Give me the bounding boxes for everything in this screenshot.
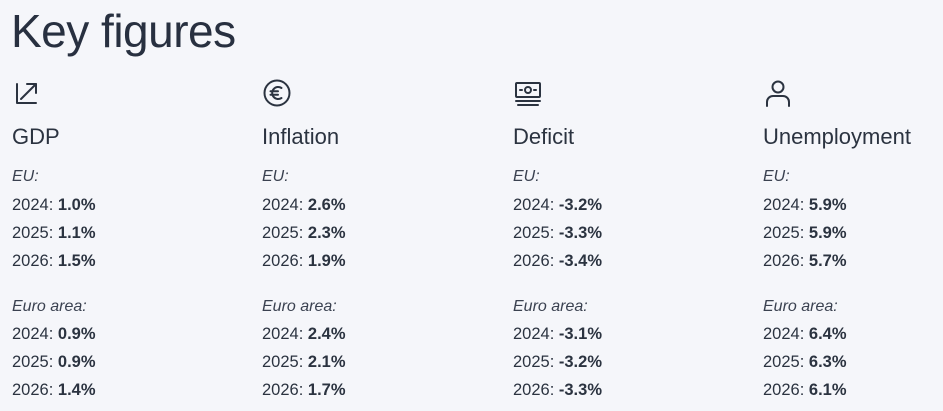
figure-label: GDP — [12, 124, 60, 149]
page-title: Key figures — [11, 5, 236, 57]
banknote-icon — [513, 78, 543, 108]
eu-row-2026: 2026: 1.9% — [262, 252, 346, 270]
eu-row-2024: 2024: 5.9% — [763, 196, 847, 214]
ea-row-2025: 2025: -3.2% — [513, 353, 602, 371]
eu-label: EU: — [763, 168, 790, 185]
figure-label: Unemployment — [763, 124, 911, 149]
key-figure-deficit: Deficit EU: 2024: -3.2% 2025: -3.3% 2026… — [513, 78, 753, 399]
ea-row-2024: 2024: -3.1% — [513, 325, 602, 343]
eu-label: EU: — [12, 168, 39, 185]
eu-row-2025: 2025: 5.9% — [763, 224, 847, 242]
eu-row-2025: 2025: 1.1% — [12, 224, 96, 242]
key-figure-unemployment: Unemployment EU: 2024: 5.9% 2025: 5.9% 2… — [763, 78, 943, 399]
eu-row-2026: 2026: 5.7% — [763, 252, 847, 270]
euro-area-label: Euro area: — [763, 298, 838, 315]
eu-row-2024: 2024: 1.0% — [12, 196, 96, 214]
eu-row-2025: 2025: -3.3% — [513, 224, 602, 242]
eu-row-2025: 2025: 2.3% — [262, 224, 346, 242]
ea-row-2026: 2026: 1.4% — [12, 381, 96, 399]
trend-arrow-icon — [12, 78, 42, 108]
ea-row-2024: 2024: 2.4% — [262, 325, 346, 343]
eu-row-2024: 2024: 2.6% — [262, 196, 346, 214]
euro-area-label: Euro area: — [513, 298, 588, 315]
euro-area-label: Euro area: — [262, 298, 337, 315]
eu-label: EU: — [513, 168, 540, 185]
ea-row-2025: 2025: 6.3% — [763, 353, 847, 371]
ea-row-2025: 2025: 2.1% — [262, 353, 346, 371]
figure-label: Inflation — [262, 124, 340, 149]
person-icon — [763, 78, 793, 108]
key-figure-inflation: Inflation EU: 2024: 2.6% 2025: 2.3% 2026… — [262, 78, 502, 399]
ea-row-2024: 2024: 0.9% — [12, 325, 96, 343]
euro-coin-icon — [262, 78, 292, 108]
ea-row-2026: 2026: 6.1% — [763, 381, 847, 399]
ea-row-2026: 2026: 1.7% — [262, 381, 346, 399]
key-figure-gdp: GDP EU: 2024: 1.0% 2025: 1.1% 2026: 1.5%… — [12, 78, 252, 399]
ea-row-2026: 2026: -3.3% — [513, 381, 602, 399]
eu-row-2026: 2026: 1.5% — [12, 252, 96, 270]
figure-label: Deficit — [513, 124, 575, 149]
eu-row-2024: 2024: -3.2% — [513, 196, 602, 214]
eu-row-2026: 2026: -3.4% — [513, 252, 602, 270]
eu-label: EU: — [262, 168, 289, 185]
euro-area-label: Euro area: — [12, 298, 87, 315]
ea-row-2024: 2024: 6.4% — [763, 325, 847, 343]
ea-row-2025: 2025: 0.9% — [12, 353, 96, 371]
